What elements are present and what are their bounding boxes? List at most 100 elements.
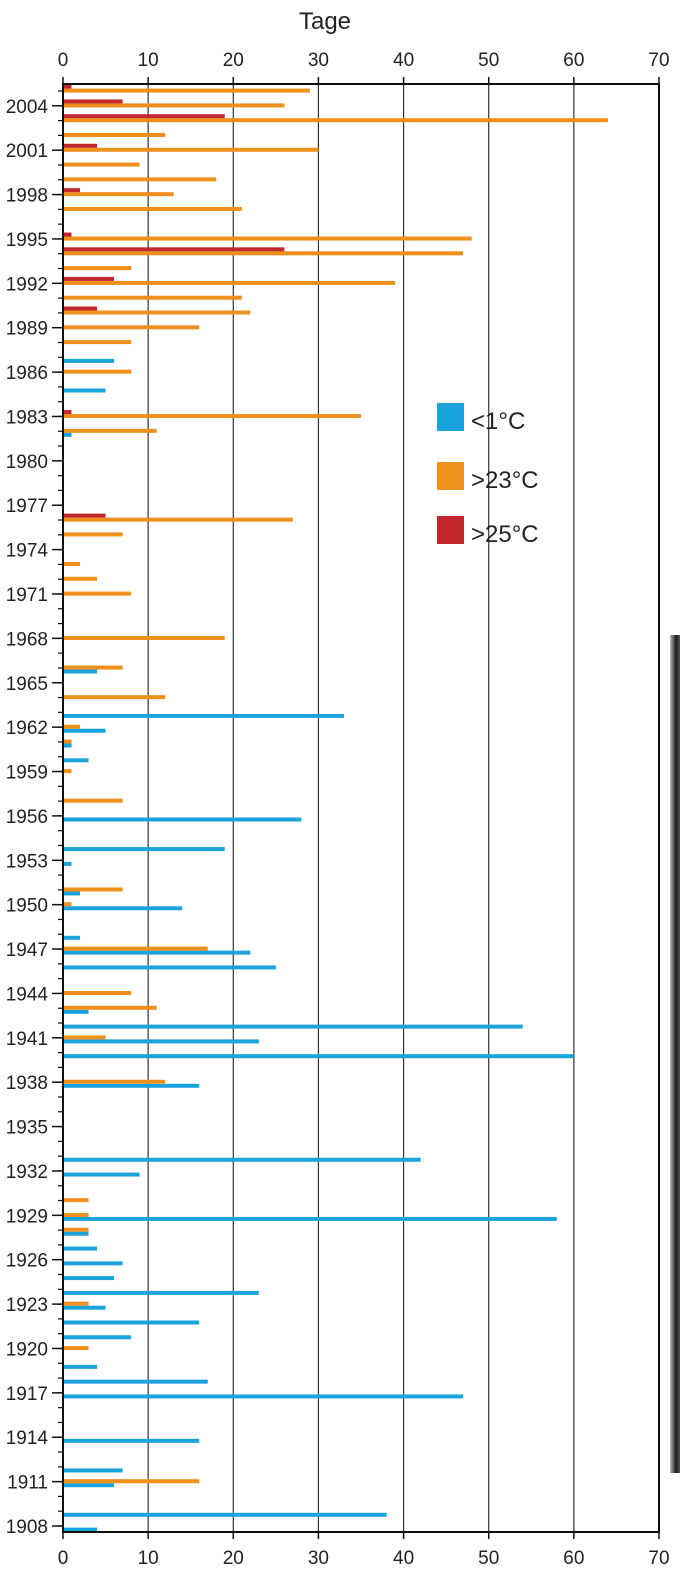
bar — [63, 739, 72, 744]
y-tick-label: 1980 — [6, 452, 48, 473]
plot-frame — [62, 83, 660, 1533]
x-tick-label-top: 30 — [308, 50, 329, 71]
x-tick-label-bottom: 30 — [308, 1548, 329, 1569]
grid-layer — [147, 84, 660, 1532]
bar — [63, 251, 464, 256]
bar — [63, 562, 81, 567]
bar — [63, 1216, 557, 1221]
bar — [63, 236, 472, 241]
bar — [63, 513, 106, 518]
bar — [63, 743, 72, 748]
bar — [63, 1438, 200, 1443]
y-tick-label: 1944 — [6, 984, 49, 1005]
y-tick-label: 1935 — [6, 1118, 48, 1139]
bar — [63, 1320, 200, 1325]
legend-swatch — [437, 516, 464, 544]
y-tick-label: 1989 — [6, 319, 48, 340]
bar — [63, 1231, 89, 1236]
bar — [63, 665, 123, 670]
bar — [63, 432, 72, 437]
bar — [63, 887, 123, 892]
bar — [63, 724, 81, 729]
bar — [63, 669, 98, 674]
bar — [63, 280, 396, 285]
bar — [63, 1039, 259, 1044]
y-tick-label: 1992 — [6, 274, 48, 295]
y-tick-label: 1926 — [6, 1251, 48, 1272]
bar — [63, 1009, 89, 1014]
bar — [63, 728, 106, 733]
bar — [63, 798, 123, 803]
bar — [63, 88, 310, 93]
y-tick-label: 1983 — [6, 407, 48, 428]
bar — [63, 247, 285, 252]
bar — [63, 1005, 157, 1010]
bar — [63, 1305, 106, 1310]
bar — [63, 1227, 89, 1232]
legend-swatch — [437, 462, 464, 490]
bar — [63, 232, 72, 237]
bar — [63, 517, 293, 522]
y-tick-label: 1998 — [6, 186, 48, 207]
bar — [63, 428, 157, 433]
bar — [63, 1483, 115, 1488]
bar — [63, 946, 208, 951]
bar — [63, 1172, 140, 1177]
bar — [63, 306, 98, 311]
bar — [63, 340, 132, 345]
bar — [63, 1335, 132, 1340]
x-tick-label-top: 70 — [648, 50, 669, 71]
bar — [63, 1054, 574, 1059]
bar — [63, 369, 132, 374]
y-tick-label: 1953 — [6, 851, 48, 872]
x-axis-title-top: Tage — [299, 8, 351, 35]
y-tick-label: 1971 — [6, 585, 48, 606]
bar — [63, 1346, 89, 1351]
bar — [63, 847, 225, 852]
bar — [63, 1083, 200, 1088]
bar — [63, 192, 174, 197]
bar — [63, 177, 217, 182]
x-tick-label-bottom: 70 — [648, 1548, 669, 1569]
bar — [63, 769, 72, 774]
y-tick-label: 1956 — [6, 807, 48, 828]
bar — [63, 1157, 421, 1162]
x-tick-label-top: 50 — [478, 50, 499, 71]
bar — [63, 276, 115, 281]
bar — [63, 388, 106, 393]
bar — [63, 99, 123, 104]
bar — [63, 358, 115, 363]
bar — [63, 118, 608, 123]
bar — [63, 906, 183, 911]
bar — [63, 414, 361, 419]
y-tick-label: 2001 — [6, 141, 48, 162]
x-tick-label-bottom: 40 — [393, 1548, 414, 1569]
bar — [63, 1512, 387, 1517]
bar — [63, 162, 140, 167]
bar — [63, 1035, 106, 1040]
legend: <1°C >23°C >25°C — [437, 403, 539, 548]
x-tick-label-top: 40 — [393, 50, 414, 71]
y-tick-label: 2004 — [6, 97, 49, 118]
bar — [63, 103, 285, 108]
y-tick-label: 1947 — [6, 940, 48, 961]
bar — [63, 713, 344, 718]
bar — [63, 576, 98, 581]
y-tick-label: 1950 — [6, 896, 48, 917]
bar — [63, 266, 132, 271]
y-tick-label: 1959 — [6, 763, 48, 784]
bar — [63, 1527, 98, 1532]
y-tick-label: 1962 — [6, 718, 48, 739]
bar — [63, 147, 319, 152]
bar — [63, 1246, 98, 1251]
bar — [63, 143, 98, 148]
legend-label: >25°C — [471, 521, 539, 548]
y-tick-label: 1917 — [6, 1384, 48, 1405]
y-tick-label: 1995 — [6, 230, 48, 251]
bar — [63, 325, 200, 330]
bar — [63, 591, 132, 596]
bar — [63, 891, 81, 896]
y-tick-label: 1941 — [6, 1029, 48, 1050]
legend-swatch — [437, 403, 464, 431]
